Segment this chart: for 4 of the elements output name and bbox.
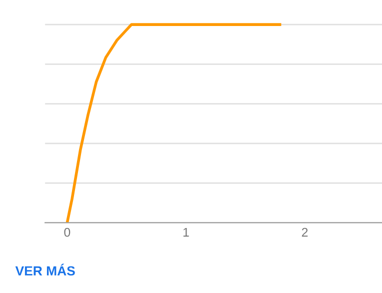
- text: VER MÁS: [15, 264, 75, 276]
- x-tick-label: 2: [302, 228, 308, 237]
- x-tick-label: 1: [183, 228, 189, 237]
- x-tick-label: 0: [64, 228, 70, 237]
